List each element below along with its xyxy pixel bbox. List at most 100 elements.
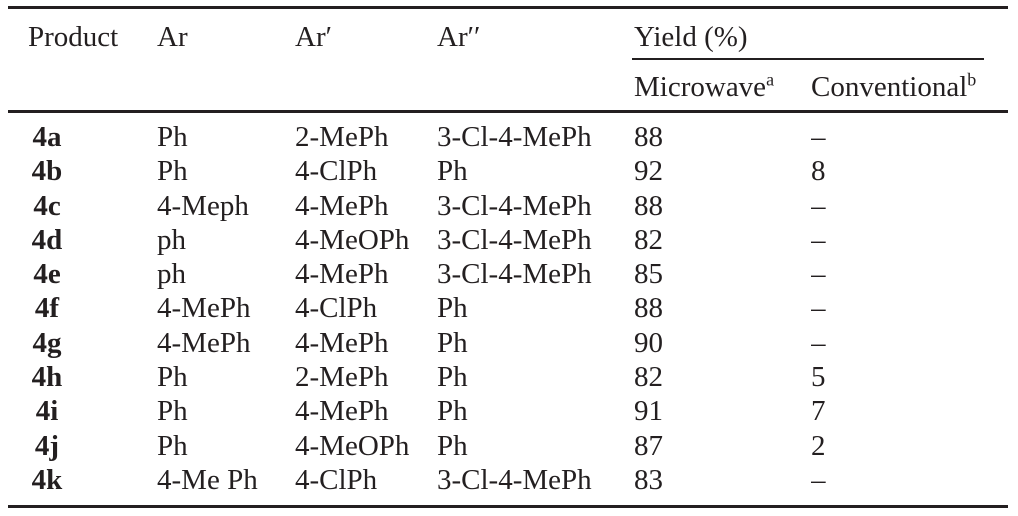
conventional-yield-cell: 2	[811, 429, 826, 462]
product-cell: 4e	[8, 257, 157, 291]
ar-double-prime-cell: Ph	[437, 361, 468, 394]
conventional-yield-cell: –	[811, 463, 826, 496]
ar-cell: Ph	[157, 121, 188, 153]
conventional-yield-cell: –	[811, 121, 826, 153]
product-label: 4b	[31, 155, 63, 188]
ar-prime-cell: 4-MePh	[295, 326, 389, 359]
product-cell: 4j	[8, 429, 157, 463]
ar-prime-cell: 4-ClPh	[295, 463, 378, 496]
ar-double-prime-cell: Ph	[437, 292, 468, 325]
product-cell: 4b	[8, 154, 157, 188]
ar-double-prime-cell: 3-Cl-4-MePh	[437, 258, 592, 291]
ar-prime-cell: 2-MePh	[295, 361, 389, 394]
conventional-yield-cell: –	[811, 223, 826, 256]
conventional-yield-cell: 7	[811, 395, 826, 428]
ar-cell: 4-Meph	[157, 189, 249, 222]
ar-prime-cell: 4-MePh	[295, 258, 389, 291]
conventional-yield-cell: –	[811, 292, 826, 325]
product-cell: 4d	[8, 223, 157, 257]
ar-cell: 4-MePh	[157, 326, 251, 359]
conventional-yield-cell: –	[811, 189, 826, 222]
microwave-yield-cell: 91	[634, 395, 663, 428]
conventional-yield-cell: 8	[811, 155, 826, 188]
ar-prime-cell: 2-MePh	[295, 121, 389, 153]
ar-cell: ph	[157, 223, 186, 256]
ar-cell: Ph	[157, 155, 188, 188]
ar-double-prime-cell: Ph	[437, 155, 468, 188]
col-header-product: Product	[28, 21, 119, 53]
ar-double-prime-cell: Ph	[437, 429, 468, 462]
microwave-label: Microwave	[634, 71, 767, 103]
ar-cell: Ph	[157, 361, 188, 394]
microwave-footnote-marker: a	[766, 69, 775, 90]
table-row: 4g 4-MePh 4-MePh Ph 90 –	[8, 326, 1008, 360]
ar-double-prime-cell: Ph	[437, 326, 468, 359]
product-cell: 4k	[8, 463, 157, 497]
ar-prime-cell: 4-MeOPh	[295, 429, 410, 462]
ar-cell: 4-MePh	[157, 292, 251, 325]
product-label: 4e	[33, 258, 61, 291]
table-row: 4i Ph 4-MePh Ph 91 7	[8, 394, 1008, 428]
microwave-yield-cell: 82	[634, 361, 663, 394]
microwave-yield-cell: 85	[634, 258, 663, 291]
col-header-ar: Ar	[157, 21, 188, 53]
ar-double-prime-cell: 3-Cl-4-MePh	[437, 463, 592, 496]
product-label: 4a	[32, 121, 62, 153]
table-row: 4e ph 4-MePh 3-Cl-4-MePh 85 –	[8, 257, 1008, 291]
product-cell: 4a	[8, 120, 157, 154]
table-row: 4h Ph 2-MePh Ph 82 5	[8, 360, 1008, 394]
conventional-footnote-marker: b	[967, 69, 977, 90]
conventional-yield-cell: –	[811, 258, 826, 291]
top-rule	[8, 6, 1008, 9]
microwave-yield-cell: 88	[634, 189, 663, 222]
microwave-yield-cell: 87	[634, 429, 663, 462]
ar-prime-cell: 4-MePh	[295, 189, 389, 222]
yields-table-body: 4a Ph 2-MePh 3-Cl-4-MePh 88 – 4b Ph 4-Cl…	[8, 120, 1008, 497]
table-row: 4b Ph 4-ClPh Ph 92 8	[8, 154, 1008, 188]
table-row: 4k 4-Me Ph 4-ClPh 3-Cl-4-MePh 83 –	[8, 463, 1008, 497]
table-row: 4j Ph 4-MeOPh Ph 87 2	[8, 429, 1008, 463]
product-cell: 4h	[8, 360, 157, 394]
table-row: 4a Ph 2-MePh 3-Cl-4-MePh 88 –	[8, 120, 1008, 154]
col-header-conventional: Conventionalb	[811, 70, 976, 103]
ar-prime-cell: 4-ClPh	[295, 155, 378, 188]
ar-cell: Ph	[157, 395, 188, 428]
bottom-rule	[8, 505, 1008, 508]
conventional-yield-cell: 5	[811, 361, 826, 394]
table-row: 4f 4-MePh 4-ClPh Ph 88 –	[8, 291, 1008, 325]
microwave-yield-cell: 90	[634, 326, 663, 359]
table-row: 4d ph 4-MeOPh 3-Cl-4-MePh 82 –	[8, 223, 1008, 257]
ar-prime-cell: 4-ClPh	[295, 292, 378, 325]
ar-cell: ph	[157, 258, 186, 291]
product-cell: 4f	[8, 291, 157, 325]
conventional-yield-cell: –	[811, 326, 826, 359]
ar-double-prime-cell: Ph	[437, 395, 468, 428]
col-header-ar-double-prime: Ar′′	[437, 21, 481, 53]
yield-group-underline	[632, 58, 984, 60]
product-label: 4f	[34, 292, 60, 325]
conventional-label: Conventional	[811, 71, 968, 103]
product-label: 4k	[31, 463, 63, 496]
product-cell: 4i	[8, 394, 157, 428]
product-label: 4g	[32, 326, 62, 359]
product-label: 4j	[34, 429, 60, 462]
microwave-yield-cell: 82	[634, 223, 663, 256]
product-cell: 4g	[8, 326, 157, 360]
product-label: 4d	[31, 223, 63, 256]
col-header-ar-prime: Ar′	[295, 21, 332, 53]
ar-prime-cell: 4-MePh	[295, 395, 389, 428]
ar-double-prime-cell: 3-Cl-4-MePh	[437, 121, 592, 153]
ar-double-prime-cell: 3-Cl-4-MePh	[437, 223, 592, 256]
product-label: 4i	[35, 395, 59, 428]
microwave-yield-cell: 88	[634, 121, 663, 153]
col-header-microwave: Microwavea	[634, 70, 774, 103]
product-cell: 4c	[8, 189, 157, 223]
ar-cell: 4-Me Ph	[157, 463, 258, 496]
ar-double-prime-cell: 3-Cl-4-MePh	[437, 189, 592, 222]
product-label: 4c	[33, 189, 61, 222]
table-row: 4c 4-Meph 4-MePh 3-Cl-4-MePh 88 –	[8, 189, 1008, 223]
product-label: 4h	[31, 361, 63, 394]
microwave-yield-cell: 88	[634, 292, 663, 325]
ar-prime-cell: 4-MeOPh	[295, 223, 410, 256]
microwave-yield-cell: 83	[634, 463, 663, 496]
